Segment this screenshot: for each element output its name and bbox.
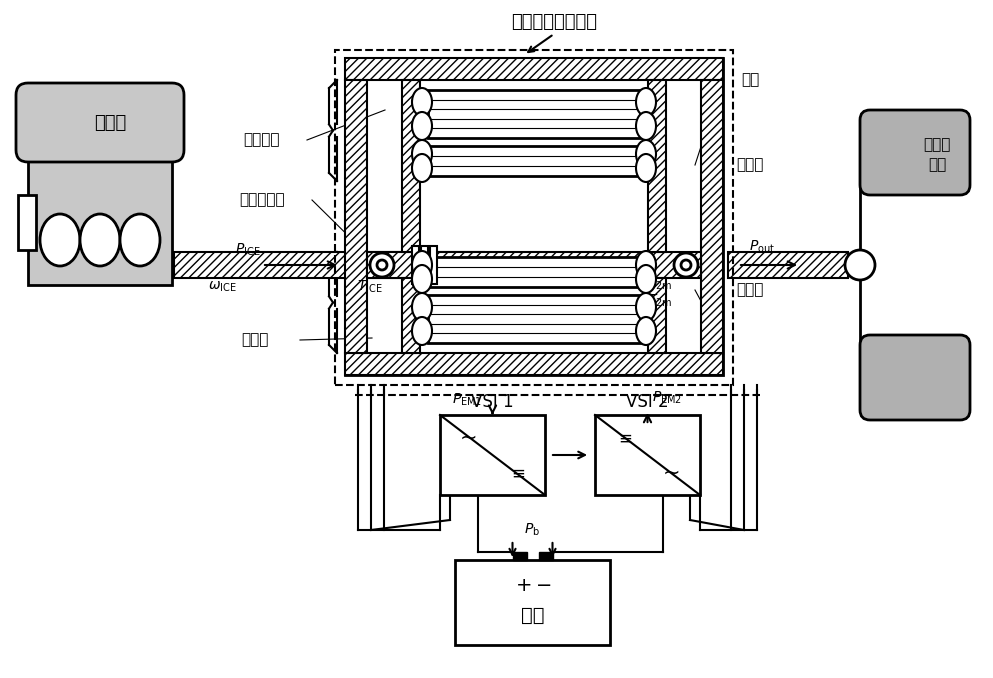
FancyBboxPatch shape <box>16 83 184 162</box>
Text: 定子: 定子 <box>741 73 759 87</box>
Ellipse shape <box>412 88 432 116</box>
Text: 复合结构永磁电机: 复合结构永磁电机 <box>511 13 597 31</box>
Bar <box>402 80 420 252</box>
Bar <box>648 80 666 252</box>
Ellipse shape <box>845 250 875 280</box>
Ellipse shape <box>412 112 432 140</box>
Text: $\omega_{\rm ICE}$: $\omega_{\rm ICE}$ <box>208 280 236 294</box>
Bar <box>728 252 848 278</box>
Bar <box>345 58 723 80</box>
Ellipse shape <box>412 317 432 345</box>
Bar <box>367 252 701 278</box>
Ellipse shape <box>412 154 432 182</box>
FancyBboxPatch shape <box>860 110 970 195</box>
Bar <box>428 257 640 287</box>
Ellipse shape <box>636 251 656 279</box>
Text: 主减速: 主减速 <box>923 137 950 152</box>
Bar <box>412 246 419 284</box>
Text: VSI 2: VSI 2 <box>627 393 669 411</box>
Ellipse shape <box>636 140 656 168</box>
Text: $\omega_{\rm 2m}$: $\omega_{\rm 2m}$ <box>643 278 672 292</box>
Ellipse shape <box>674 253 698 277</box>
Ellipse shape <box>412 251 432 279</box>
Bar <box>335 50 733 385</box>
Bar <box>345 58 723 375</box>
Text: +: + <box>516 576 533 595</box>
Bar <box>538 552 552 560</box>
Bar <box>595 415 700 495</box>
Ellipse shape <box>377 260 387 270</box>
Ellipse shape <box>40 214 80 266</box>
Ellipse shape <box>636 265 656 293</box>
Text: $\equiv$: $\equiv$ <box>615 428 633 446</box>
Bar <box>428 146 640 176</box>
Text: $P_{\rm EM2}$: $P_{\rm EM2}$ <box>652 390 682 406</box>
Bar <box>18 195 36 250</box>
Bar <box>455 560 610 645</box>
Bar <box>402 278 420 353</box>
Text: $T_{\rm ICE}$: $T_{\rm ICE}$ <box>357 279 383 295</box>
Text: 定子电机: 定子电机 <box>243 132 280 148</box>
Ellipse shape <box>636 317 656 345</box>
Text: ~: ~ <box>663 462 680 483</box>
Ellipse shape <box>120 214 160 266</box>
Ellipse shape <box>636 154 656 182</box>
Ellipse shape <box>370 253 394 277</box>
Ellipse shape <box>80 214 120 266</box>
Text: $P_{\rm b}$: $P_{\rm b}$ <box>524 522 540 538</box>
Bar <box>345 353 723 375</box>
Ellipse shape <box>412 265 432 293</box>
Bar <box>428 295 640 343</box>
Bar <box>430 246 437 284</box>
Ellipse shape <box>412 140 432 168</box>
Bar <box>345 80 367 353</box>
Text: $P_{\rm EM1}$: $P_{\rm EM1}$ <box>453 392 483 408</box>
Bar <box>421 246 428 284</box>
Bar <box>440 415 545 495</box>
Bar <box>428 90 640 138</box>
Text: $P_{\rm ICE}$: $P_{\rm ICE}$ <box>235 242 261 258</box>
Bar <box>512 552 526 560</box>
Bar <box>174 252 484 278</box>
Ellipse shape <box>636 293 656 321</box>
Bar <box>28 142 172 285</box>
Ellipse shape <box>412 293 432 321</box>
Bar <box>701 80 723 353</box>
Text: 外转子: 外转子 <box>737 157 764 172</box>
Text: VSI 1: VSI 1 <box>472 393 513 411</box>
Text: $T_{\rm 2m}$: $T_{\rm 2m}$ <box>647 293 672 309</box>
Text: 双转子电机: 双转子电机 <box>239 193 285 207</box>
Text: ~: ~ <box>460 427 477 447</box>
Text: −: − <box>536 576 553 595</box>
Bar <box>648 278 666 353</box>
Ellipse shape <box>636 88 656 116</box>
Ellipse shape <box>636 112 656 140</box>
Text: 电池: 电池 <box>520 605 544 624</box>
Text: 齿轮: 齿轮 <box>927 157 946 172</box>
Text: 内转子: 内转子 <box>737 283 764 298</box>
Text: 永磁体: 永磁体 <box>241 332 269 348</box>
Text: 内燃机: 内燃机 <box>94 114 126 132</box>
Text: $P_{\rm out}$: $P_{\rm out}$ <box>749 239 776 255</box>
Text: $\equiv$: $\equiv$ <box>508 464 525 481</box>
Ellipse shape <box>681 260 691 270</box>
FancyBboxPatch shape <box>860 335 970 420</box>
